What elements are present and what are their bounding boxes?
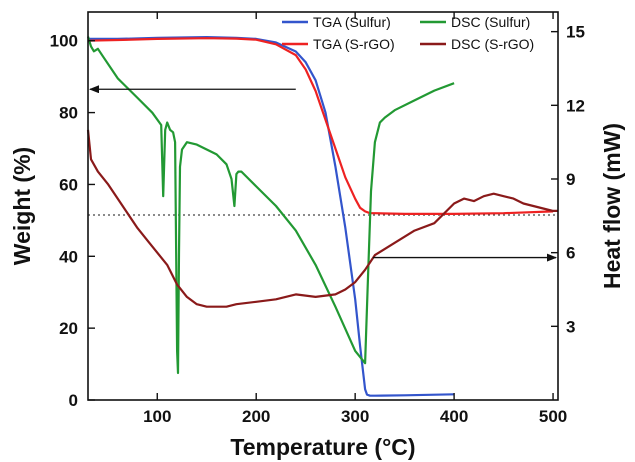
legend-label-3: DSC (S-rGO) [451,36,534,52]
y-axis-right-title: Heat flow (mW) [599,123,625,289]
legend-label-1: TGA (S-rGO) [313,36,395,52]
y-left-tick-label-0: 0 [69,391,78,410]
plot-frame [87,11,559,401]
legend-label-0: TGA (Sulfur) [313,14,391,30]
x-tick-label-0: 100 [143,407,171,426]
legend-label-2: DSC (Sulfur) [451,14,530,30]
series-line-3 [86,129,558,308]
x-tick-label-1: 200 [242,407,270,426]
x-tick-label-4: 500 [539,407,567,426]
y-left-tick-label-1: 20 [59,319,78,338]
x-tick-label-2: 300 [341,407,369,426]
y-right-tick-label-3: 12 [566,96,585,115]
y-right-tick-label-2: 9 [566,170,575,189]
legend: TGA (Sulfur) DSC (Sulfur) TGA (S-rGO) DSC (… [282,14,534,52]
y-right-tick-label-4: 15 [566,23,585,42]
x-axis-title: Temperature (°C) [230,434,415,460]
y-left-tick-label-4: 80 [59,104,78,123]
axes: 100 200 300 400 500 0 20 40 60 80 100 3 6 9 12 15 Temper… [9,11,625,460]
series-line-2 [86,36,455,375]
y-axis-left-title: Weight (%) [9,147,35,265]
y-left-tick-label-3: 60 [59,175,78,194]
series-line-0 [88,35,455,397]
plot-area [86,35,558,397]
x-tick-label-3: 400 [440,407,468,426]
y-left-tick-label-5: 100 [50,32,78,51]
series-line-1 [87,37,554,215]
y-right-tick-label-1: 6 [566,244,575,263]
y-left-tick-label-2: 40 [59,247,78,266]
y-right-tick-label-0: 3 [566,317,575,336]
